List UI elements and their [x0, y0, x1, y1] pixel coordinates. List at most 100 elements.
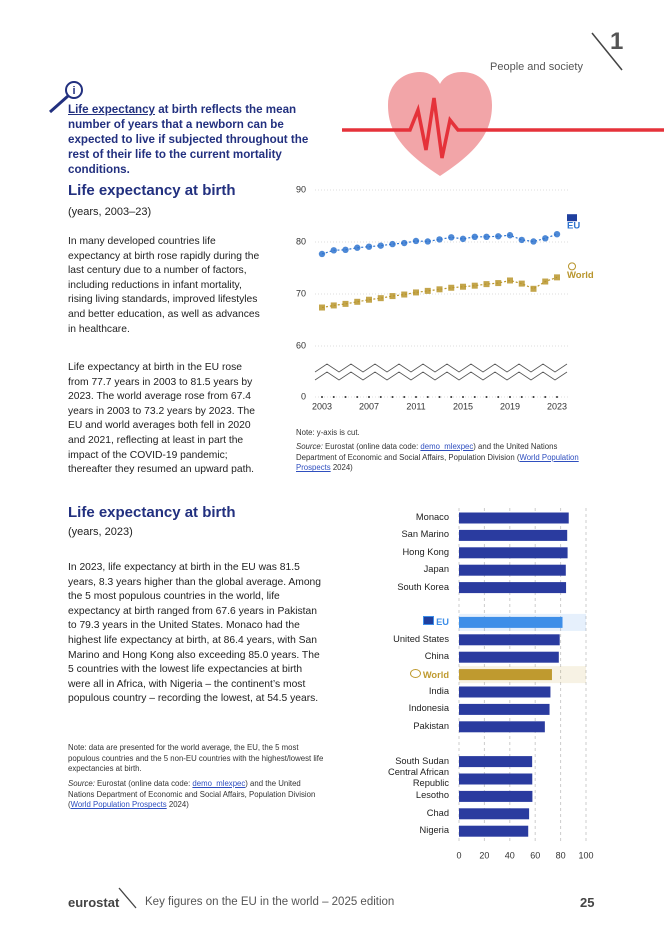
y-tick-label: South Sudan [369, 756, 449, 767]
category-label: Nigeria [419, 825, 449, 836]
bar [459, 825, 529, 837]
source-link[interactable]: demo_mlexpec [192, 779, 246, 788]
source-link[interactable]: World Population Prospects [70, 800, 167, 810]
source-text: 2024) [166, 800, 189, 810]
source-label: Source: [68, 779, 95, 788]
source-text: ) and the United Nations Department of E… [68, 779, 316, 810]
x-minor-tick [485, 396, 488, 398]
data-point [448, 284, 455, 291]
info-icon-i: i [72, 85, 75, 97]
bar [459, 547, 568, 559]
x-tick-label: 100 [578, 850, 593, 860]
data-point [389, 293, 396, 300]
category-label: Lesotho [415, 790, 449, 801]
x-minor-tick [321, 396, 323, 398]
x-minor-tick [356, 396, 359, 398]
bar [459, 808, 530, 820]
bar [459, 512, 569, 524]
bar [459, 564, 566, 576]
data-point [412, 237, 420, 245]
bar [459, 790, 533, 802]
data-point [354, 298, 361, 305]
y-tick-label: India [369, 686, 449, 697]
source-link[interactable]: demo_mlexpec [420, 442, 474, 451]
bar [459, 651, 559, 663]
bar [459, 686, 551, 698]
x-minor-tick [391, 396, 394, 398]
data-point [471, 282, 478, 289]
category-label: Monaco [415, 512, 449, 522]
axis-cut [314, 363, 568, 373]
intro-text: at birth reflects the mean number of yea… [68, 103, 309, 176]
x-tick-label: 2007 [359, 401, 379, 411]
y-tick-label: 80 [296, 236, 306, 246]
source-text: Eurostat (online data code: [94, 779, 193, 788]
legend-icon [567, 214, 577, 222]
section-name: People and society [490, 61, 583, 73]
data-point [554, 274, 560, 281]
y-tick-label: Central African Republic [369, 767, 449, 789]
info-icon-handle [49, 94, 69, 114]
data-point [495, 233, 502, 240]
label-icon [409, 668, 421, 678]
y-tick-label: South Korea [369, 582, 449, 593]
data-point [507, 277, 513, 284]
x-tick-label: 0 [456, 850, 461, 860]
data-point [365, 243, 373, 250]
ecg-line [342, 97, 664, 159]
x-minor-tick [520, 396, 523, 398]
bar [459, 703, 550, 715]
y-tick-label: Hong Kong [369, 547, 449, 558]
data-point [377, 242, 384, 249]
y-tick-label: World [369, 668, 449, 681]
x-minor-tick [473, 396, 476, 398]
data-point [459, 235, 467, 243]
page-number: 25 [580, 895, 595, 910]
data-point [330, 247, 337, 254]
bar [459, 529, 568, 541]
section-title: Life expectancy at birth [68, 182, 236, 199]
x-minor-tick [332, 396, 335, 398]
data-point [518, 280, 525, 287]
paragraph: Life expectancy at birth in the EU rose … [68, 362, 255, 476]
y-tick-label: 60 [296, 340, 306, 350]
data-point [401, 239, 408, 247]
bar [459, 756, 533, 768]
category-label: India [428, 686, 449, 696]
x-minor-tick [450, 396, 453, 398]
section-subtitle: (years, 2023) [68, 526, 133, 538]
category-label: Japan [423, 564, 449, 575]
x-minor-tick [415, 396, 417, 398]
data-point [330, 302, 337, 309]
x-tick-label: 2023 [547, 401, 567, 411]
axis-cut [314, 371, 568, 381]
legend-label: EU [567, 221, 580, 232]
x-tick-label: 80 [556, 850, 566, 860]
x-tick-label: 40 [505, 850, 515, 860]
source-text: 2024) [330, 463, 353, 473]
paragraph: In many developed countries life expecta… [68, 236, 260, 335]
data-point [495, 280, 502, 287]
y-tick-label: EU [369, 616, 449, 628]
category-label: EU [436, 617, 449, 628]
y-tick-label: Monaco [369, 512, 449, 523]
x-minor-tick [403, 396, 406, 398]
header-slash [591, 32, 623, 71]
chart-source: Source: Eurostat (online data code: demo… [296, 442, 586, 474]
footer-brand: eurostat [68, 895, 120, 910]
bar [459, 669, 552, 681]
label-icon [423, 616, 435, 626]
intro-term: Life expectancy [68, 103, 155, 116]
category-label: United States [393, 633, 449, 644]
bar [459, 773, 533, 785]
source-link[interactable]: World Population Prospects [296, 452, 579, 473]
bar [459, 616, 563, 628]
chart-note: Note: y-axis is cut. [296, 428, 360, 437]
category-label: South Sudan [395, 755, 449, 766]
x-minor-tick [462, 396, 464, 398]
heart [388, 72, 492, 176]
source-text: Eurostat (online data code: [322, 442, 421, 451]
x-minor-tick [438, 396, 441, 398]
data-point [366, 296, 372, 303]
